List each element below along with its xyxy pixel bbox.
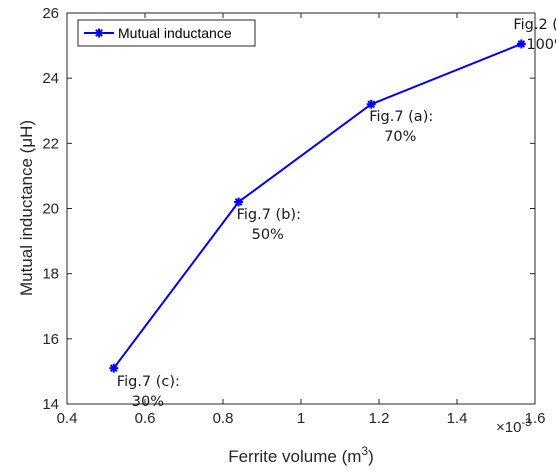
annotation-label: Fig.7 (a): 70%: [369, 109, 433, 145]
y-tick-label: 24: [42, 70, 59, 87]
annotations: Fig.7 (c): 30%Fig.7 (b): 50%Fig.7 (a): 70%F…: [117, 17, 556, 410]
legend-marker: [94, 28, 104, 38]
x-axis-title: Ferrite volume (m3): [228, 444, 374, 466]
annotation-label: Fig.7 (c): 30%: [117, 374, 180, 410]
x-tick-label: 1.4: [447, 410, 468, 427]
legend: Mutual inductance: [77, 19, 256, 47]
x-tick-label: 0.6: [135, 410, 156, 427]
x-axis-title-sup: 3: [361, 444, 368, 458]
y-tick-label: 20: [42, 201, 59, 218]
y-tick-label: 26: [42, 5, 59, 22]
x-axis-multiplier-exp: -3: [521, 417, 531, 429]
annotation-line: 100%: [526, 37, 556, 53]
annotation-line: 50%: [252, 227, 284, 243]
x-axis-multiplier: ×10-3: [496, 417, 531, 436]
x-tick-label: 0.8: [213, 410, 234, 427]
annotation-line: Fig.7 (c):: [117, 374, 180, 390]
legend-marker-icon: [94, 28, 104, 38]
axis-ticks: [66, 12, 536, 405]
x-tick-label: 1: [297, 410, 305, 427]
x-tick-label: 1.2: [369, 410, 390, 427]
y-tick-labels: 14 16 18 20 22 24 26: [42, 5, 59, 413]
series-layer: [109, 39, 526, 373]
data-point: [516, 39, 526, 49]
data-point: [234, 197, 244, 207]
plot-area: [66, 12, 536, 405]
annotation-label: Fig.7 (b): 50%: [237, 207, 301, 243]
annotation-line: Fig.2 (b):: [513, 17, 556, 33]
data-point: [109, 363, 119, 373]
x-tick-label: 0.4: [57, 410, 78, 427]
y-tick-label: 18: [42, 266, 59, 283]
data-point: [366, 99, 376, 109]
annotation-line: 70%: [384, 129, 416, 145]
y-axis-title: Mutual inductance (μH): [17, 120, 36, 296]
annotation-line: Fig.7 (b):: [237, 207, 301, 223]
annotation-label: Fig.2 (b): 100%: [513, 17, 556, 53]
x-tick-label: 1.6: [525, 410, 546, 427]
annotation-line: Fig.7 (a):: [369, 109, 433, 125]
x-tick-labels: 0.4 0.6 0.8 1 1.2 1.4 1.6: [57, 410, 546, 427]
series-line: [113, 43, 522, 369]
annotation-line: 30%: [132, 394, 164, 410]
legend-label: Mutual inductance: [118, 25, 232, 41]
y-tick-label: 14: [42, 396, 59, 413]
y-tick-label: 16: [42, 331, 59, 348]
y-tick-label: 22: [42, 135, 59, 152]
